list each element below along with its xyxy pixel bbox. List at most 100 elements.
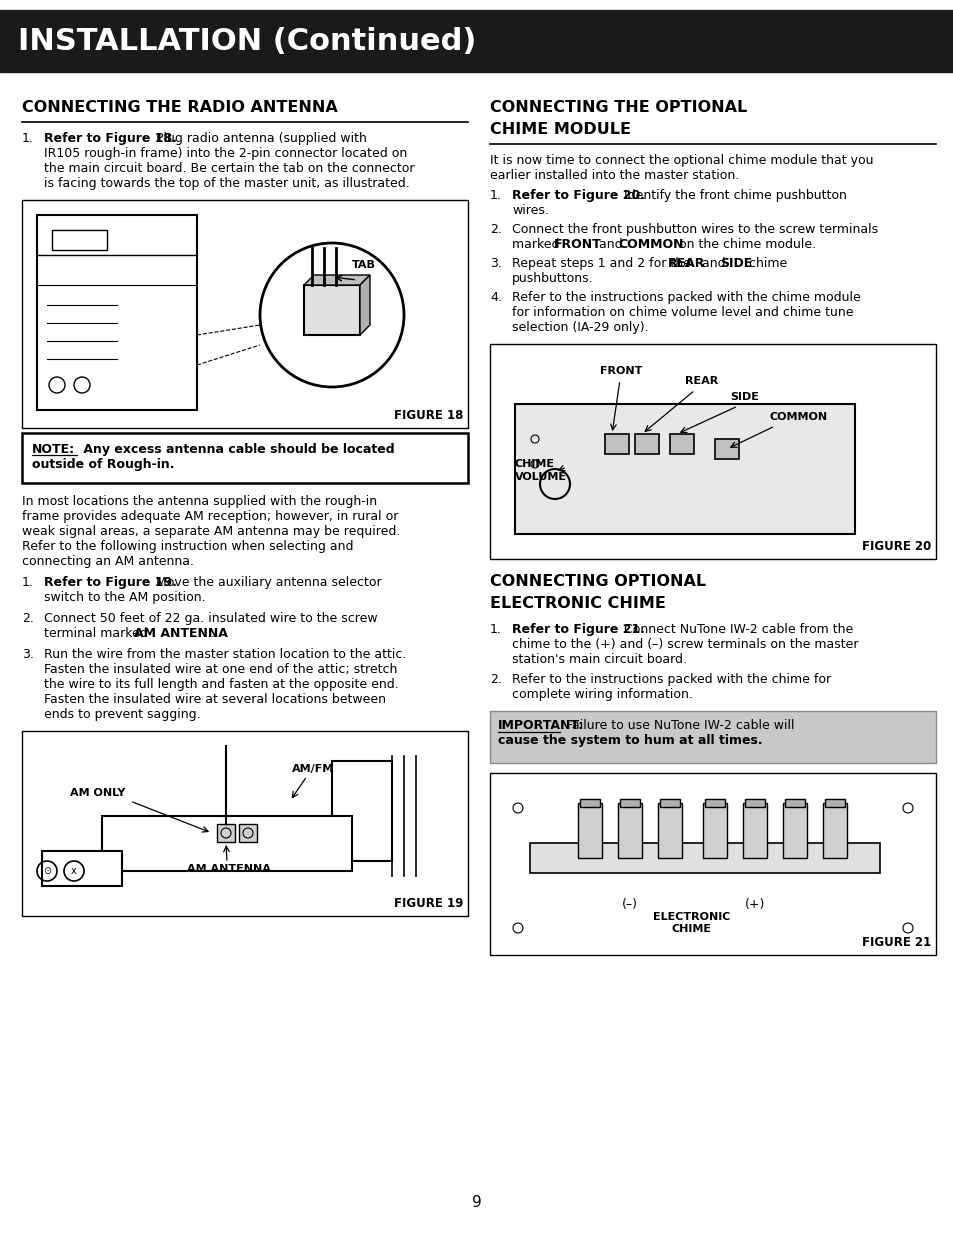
Text: 3.: 3. [22, 648, 34, 661]
Text: Refer to the instructions packed with the chime module: Refer to the instructions packed with th… [512, 291, 860, 304]
Bar [822, 803, 846, 858]
Text: CONNECTING THE RADIO ANTENNA: CONNECTING THE RADIO ANTENNA [22, 100, 337, 115]
Text: 3.: 3. [490, 257, 501, 270]
Text: AM ONLY: AM ONLY [70, 788, 125, 798]
Text: Refer to the following instruction when selecting and: Refer to the following instruction when … [22, 540, 354, 553]
Text: SIDE: SIDE [729, 391, 758, 403]
Text: CONNECTING THE OPTIONAL: CONNECTING THE OPTIONAL [490, 100, 746, 115]
Polygon shape [359, 275, 370, 335]
Text: Fasten the insulated wire at several locations between: Fasten the insulated wire at several loc… [44, 693, 386, 706]
Bar [744, 799, 764, 806]
Text: COMMON: COMMON [769, 412, 827, 422]
Bar [669, 433, 693, 454]
Text: Connect the front pushbutton wires to the screw terminals: Connect the front pushbutton wires to th… [512, 224, 877, 236]
Bar [658, 803, 681, 858]
Bar [530, 844, 879, 873]
Text: 2.: 2. [490, 224, 501, 236]
Text: Connect NuTone IW-2 cable from the: Connect NuTone IW-2 cable from the [619, 622, 852, 636]
Text: SIDE: SIDE [720, 257, 752, 270]
Text: on the chime module.: on the chime module. [675, 238, 815, 251]
Bar [102, 816, 352, 871]
Text: Connect 50 feet of 22 ga. insulated wire to the screw: Connect 50 feet of 22 ga. insulated wire… [44, 613, 377, 625]
Text: terminal marked: terminal marked [44, 627, 152, 640]
Bar [618, 803, 641, 858]
Text: Refer to the instructions packed with the chime for: Refer to the instructions packed with th… [512, 673, 830, 685]
Text: Identify the front chime pushbutton: Identify the front chime pushbutton [619, 189, 846, 203]
Text: FRONT: FRONT [554, 238, 601, 251]
Text: the wire to its full length and fasten at the opposite end.: the wire to its full length and fasten a… [44, 678, 398, 692]
Text: Refer to Figure 18.: Refer to Figure 18. [44, 132, 176, 144]
Bar [659, 799, 679, 806]
Text: x: x [71, 866, 77, 876]
Text: selection (IA-29 only).: selection (IA-29 only). [512, 321, 648, 333]
Text: chime: chime [744, 257, 786, 270]
Bar [742, 803, 766, 858]
Text: AM ANTENNA: AM ANTENNA [133, 627, 228, 640]
Text: INSTALLATION (Continued): INSTALLATION (Continued) [18, 26, 476, 56]
Text: CHIME: CHIME [515, 459, 555, 469]
Text: 1.: 1. [490, 622, 501, 636]
Bar [578, 803, 601, 858]
Text: In most locations the antenna supplied with the rough-in: In most locations the antenna supplied w… [22, 495, 376, 508]
Text: Failure to use NuTone IW-2 cable will: Failure to use NuTone IW-2 cable will [561, 719, 794, 732]
Text: switch to the AM position.: switch to the AM position. [44, 592, 206, 604]
Text: earlier installed into the master station.: earlier installed into the master statio… [490, 169, 739, 182]
Text: TAB: TAB [352, 261, 375, 270]
Bar [704, 799, 724, 806]
Text: 9: 9 [472, 1195, 481, 1210]
Text: and: and [698, 257, 729, 270]
Bar [604, 433, 628, 454]
Text: CHIME: CHIME [671, 924, 711, 934]
Text: chime to the (+) and (–) screw terminals on the master: chime to the (+) and (–) screw terminals… [512, 638, 858, 651]
Text: NOTE:: NOTE: [32, 443, 75, 456]
Text: AM ANTENNA: AM ANTENNA [187, 864, 271, 874]
Text: VOLUME: VOLUME [515, 472, 566, 482]
Text: 2.: 2. [22, 613, 34, 625]
Polygon shape [515, 404, 854, 534]
Bar [824, 799, 844, 806]
Text: CHIME MODULE: CHIME MODULE [490, 122, 630, 137]
Text: weak signal areas, a separate AM antenna may be required.: weak signal areas, a separate AM antenna… [22, 525, 400, 538]
Text: 2.: 2. [490, 673, 501, 685]
Text: FRONT: FRONT [599, 366, 641, 375]
Text: marked: marked [512, 238, 563, 251]
Text: and: and [595, 238, 626, 251]
Text: REAR: REAR [684, 375, 718, 387]
Bar [579, 799, 599, 806]
Text: IMPORTANT:: IMPORTANT: [497, 719, 584, 732]
Bar [782, 803, 806, 858]
Text: connecting an AM antenna.: connecting an AM antenna. [22, 555, 193, 568]
Bar [22, 433, 468, 483]
Text: IR105 rough-in frame) into the 2-pin connector located on: IR105 rough-in frame) into the 2-pin con… [44, 147, 407, 161]
Bar [239, 824, 256, 842]
Text: is facing towards the top of the master unit, as illustrated.: is facing towards the top of the master … [44, 177, 410, 190]
Text: ELECTRONIC: ELECTRONIC [653, 911, 730, 923]
Text: Refer to Figure 19.: Refer to Figure 19. [44, 576, 176, 589]
Bar [702, 803, 726, 858]
Text: FIGURE 20: FIGURE 20 [861, 540, 930, 553]
Bar [22, 731, 468, 916]
Bar [784, 799, 804, 806]
Bar [0, 10, 953, 72]
Text: wires.: wires. [512, 204, 548, 217]
Text: FIGURE 19: FIGURE 19 [394, 897, 462, 910]
Polygon shape [304, 275, 370, 285]
Text: for information on chime volume level and chime tune: for information on chime volume level an… [512, 306, 853, 319]
Text: Any excess antenna cable should be located: Any excess antenna cable should be locat… [79, 443, 395, 456]
Bar [37, 215, 196, 410]
Text: REAR: REAR [667, 257, 704, 270]
Bar [635, 433, 659, 454]
Text: Refer to Figure 21.: Refer to Figure 21. [512, 622, 644, 636]
Text: It is now time to connect the optional chime module that you: It is now time to connect the optional c… [490, 154, 873, 167]
Text: 1.: 1. [22, 576, 34, 589]
Bar [332, 761, 392, 861]
Bar [714, 438, 739, 459]
Text: 1.: 1. [490, 189, 501, 203]
Text: Plug radio antenna (supplied with: Plug radio antenna (supplied with [152, 132, 367, 144]
Text: Move the auxiliary antenna selector: Move the auxiliary antenna selector [152, 576, 381, 589]
Bar [52, 230, 107, 249]
Text: FIGURE 18: FIGURE 18 [394, 409, 462, 422]
Bar [22, 200, 468, 429]
Bar [490, 711, 935, 763]
Text: complete wiring information.: complete wiring information. [512, 688, 692, 701]
